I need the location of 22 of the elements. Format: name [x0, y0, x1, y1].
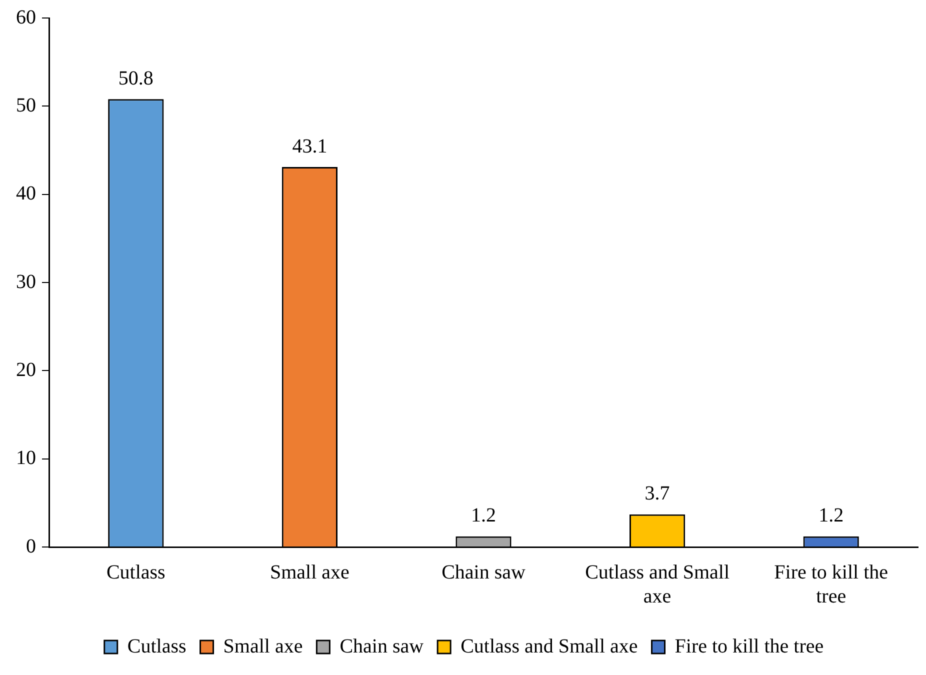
data-label: 1.2 — [471, 504, 496, 527]
x-tick-label: Cutlass — [106, 561, 166, 584]
legend-label: Small axe — [223, 635, 303, 658]
legend-label: Cutlass and Small axe — [460, 635, 638, 658]
legend-label: Chain saw — [340, 635, 424, 658]
data-label: 3.7 — [644, 482, 670, 505]
legend-label: Cutlass — [127, 635, 186, 658]
y-tick-label: 40 — [16, 182, 36, 205]
x-tick-label: Fire to kill the tree — [774, 561, 888, 608]
y-tick-label: 0 — [26, 535, 36, 558]
x-tick-label: Cutlass and Small axe — [585, 561, 730, 608]
x-tick-label: Chain saw — [442, 561, 526, 584]
data-label: 50.8 — [118, 67, 154, 90]
y-tick-label: 10 — [16, 447, 36, 470]
data-label: 1.2 — [818, 504, 844, 527]
y-tick-label: 50 — [16, 94, 36, 116]
y-tick-label: 30 — [16, 270, 36, 293]
legend-label: Fire to kill the tree — [674, 635, 824, 658]
y-tick-label: 20 — [16, 358, 36, 381]
y-tick-label: 60 — [16, 6, 36, 28]
data-label: 43.1 — [292, 135, 328, 158]
x-tick-label: Small axe — [270, 561, 350, 584]
